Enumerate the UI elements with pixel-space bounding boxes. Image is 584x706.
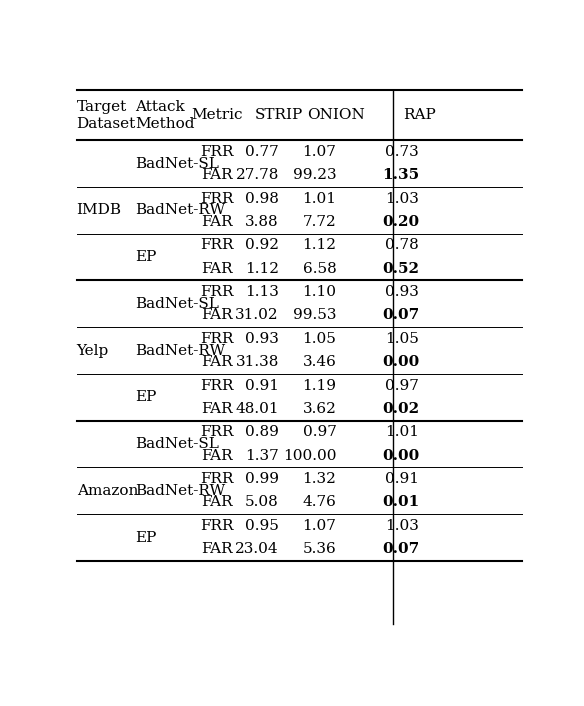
Text: 0.73: 0.73	[385, 145, 419, 159]
Text: 1.05: 1.05	[303, 332, 336, 346]
Text: FRR: FRR	[200, 472, 234, 486]
Text: 0.00: 0.00	[382, 355, 419, 369]
Text: 7.72: 7.72	[303, 215, 336, 229]
Text: BadNet-SL: BadNet-SL	[135, 297, 220, 311]
Text: 0.89: 0.89	[245, 425, 279, 439]
Text: 1.05: 1.05	[385, 332, 419, 346]
Text: 6.58: 6.58	[303, 262, 336, 276]
Text: EP: EP	[135, 530, 157, 544]
Text: FAR: FAR	[201, 215, 233, 229]
Text: 0.92: 0.92	[245, 239, 279, 252]
Text: FAR: FAR	[201, 309, 233, 323]
Text: 3.62: 3.62	[303, 402, 336, 416]
Text: 0.01: 0.01	[382, 496, 419, 510]
Text: FAR: FAR	[201, 496, 233, 510]
Text: 0.02: 0.02	[382, 402, 419, 416]
Text: 1.13: 1.13	[245, 285, 279, 299]
Text: 0.00: 0.00	[382, 449, 419, 462]
Text: BadNet-RW: BadNet-RW	[135, 203, 225, 217]
Text: 0.97: 0.97	[385, 378, 419, 393]
Text: FAR: FAR	[201, 402, 233, 416]
Text: 1.03: 1.03	[385, 519, 419, 533]
Text: 0.97: 0.97	[303, 425, 336, 439]
Text: 1.01: 1.01	[303, 191, 336, 205]
Text: 0.95: 0.95	[245, 519, 279, 533]
Text: FAR: FAR	[201, 449, 233, 462]
Text: 0.78: 0.78	[385, 239, 419, 252]
Text: FRR: FRR	[200, 145, 234, 159]
Text: 0.93: 0.93	[245, 332, 279, 346]
Text: FRR: FRR	[200, 425, 234, 439]
Text: 4.76: 4.76	[303, 496, 336, 510]
Text: 99.53: 99.53	[293, 309, 336, 323]
Text: 1.10: 1.10	[303, 285, 336, 299]
Text: STRIP: STRIP	[255, 108, 303, 122]
Text: 0.91: 0.91	[385, 472, 419, 486]
Text: FAR: FAR	[201, 542, 233, 556]
Text: BadNet-SL: BadNet-SL	[135, 437, 220, 451]
Text: IMDB: IMDB	[77, 203, 121, 217]
Text: 0.91: 0.91	[245, 378, 279, 393]
Text: 1.07: 1.07	[303, 519, 336, 533]
Text: 5.08: 5.08	[245, 496, 279, 510]
Text: 1.01: 1.01	[385, 425, 419, 439]
Text: 0.07: 0.07	[382, 309, 419, 323]
Text: 1.32: 1.32	[303, 472, 336, 486]
Text: FAR: FAR	[201, 168, 233, 182]
Text: 5.36: 5.36	[303, 542, 336, 556]
Text: Amazon: Amazon	[77, 484, 138, 498]
Text: FRR: FRR	[200, 332, 234, 346]
Text: 3.88: 3.88	[245, 215, 279, 229]
Text: 0.07: 0.07	[382, 542, 419, 556]
Text: Target
Dataset: Target Dataset	[77, 100, 136, 131]
Text: 23.04: 23.04	[235, 542, 279, 556]
Text: 1.37: 1.37	[245, 449, 279, 462]
Text: FRR: FRR	[200, 239, 234, 252]
Text: 1.19: 1.19	[303, 378, 336, 393]
Text: 0.77: 0.77	[245, 145, 279, 159]
Text: 0.20: 0.20	[382, 215, 419, 229]
Text: BadNet-RW: BadNet-RW	[135, 344, 225, 357]
Text: 1.12: 1.12	[245, 262, 279, 276]
Text: FRR: FRR	[200, 519, 234, 533]
Text: FRR: FRR	[200, 285, 234, 299]
Text: EP: EP	[135, 250, 157, 264]
Text: BadNet-SL: BadNet-SL	[135, 157, 220, 171]
Text: FRR: FRR	[200, 191, 234, 205]
Text: 0.98: 0.98	[245, 191, 279, 205]
Text: 1.12: 1.12	[303, 239, 336, 252]
Text: BadNet-RW: BadNet-RW	[135, 484, 225, 498]
Text: RAP: RAP	[403, 108, 436, 122]
Text: 1.03: 1.03	[385, 191, 419, 205]
Text: 0.52: 0.52	[383, 262, 419, 276]
Text: Metric: Metric	[191, 108, 243, 122]
Text: 48.01: 48.01	[235, 402, 279, 416]
Text: 3.46: 3.46	[303, 355, 336, 369]
Text: 100.00: 100.00	[283, 449, 336, 462]
Text: 0.99: 0.99	[245, 472, 279, 486]
Text: ONION: ONION	[308, 108, 365, 122]
Text: 31.38: 31.38	[235, 355, 279, 369]
Text: 1.07: 1.07	[303, 145, 336, 159]
Text: 0.93: 0.93	[385, 285, 419, 299]
Text: 99.23: 99.23	[293, 168, 336, 182]
Text: FRR: FRR	[200, 378, 234, 393]
Text: FAR: FAR	[201, 355, 233, 369]
Text: Yelp: Yelp	[77, 344, 109, 357]
Text: EP: EP	[135, 390, 157, 405]
Text: 31.02: 31.02	[235, 309, 279, 323]
Text: FAR: FAR	[201, 262, 233, 276]
Text: Attack
Method: Attack Method	[135, 100, 195, 131]
Text: 1.35: 1.35	[382, 168, 419, 182]
Text: 27.78: 27.78	[235, 168, 279, 182]
